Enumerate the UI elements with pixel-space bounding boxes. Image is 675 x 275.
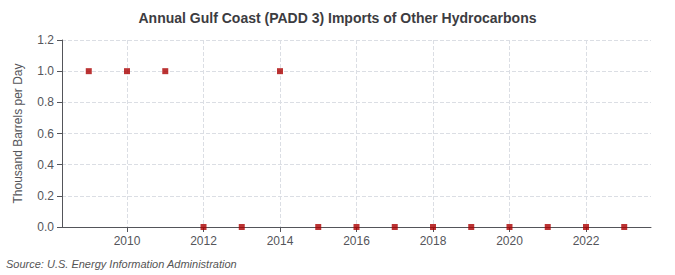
svg-text:2010: 2010 [114, 234, 141, 248]
svg-text:0.2: 0.2 [37, 189, 54, 203]
svg-text:0.6: 0.6 [37, 127, 54, 141]
svg-text:0.0: 0.0 [37, 220, 54, 234]
svg-text:2014: 2014 [267, 234, 294, 248]
svg-text:Source: U.S. Energy Informatio: Source: U.S. Energy Information Administ… [6, 258, 237, 270]
svg-text:0.4: 0.4 [37, 158, 54, 172]
svg-text:1.0: 1.0 [37, 64, 54, 78]
svg-text:2022: 2022 [573, 234, 600, 248]
svg-text:Annual Gulf Coast (PADD 3) Imp: Annual Gulf Coast (PADD 3) Imports of Ot… [139, 10, 537, 26]
svg-text:2016: 2016 [343, 234, 370, 248]
svg-text:2020: 2020 [496, 234, 523, 248]
svg-text:2012: 2012 [190, 234, 217, 248]
svg-text:Thousand Barrels per Day: Thousand Barrels per Day [11, 63, 25, 203]
svg-text:1.2: 1.2 [37, 33, 54, 47]
svg-text:0.8: 0.8 [37, 95, 54, 109]
svg-text:2018: 2018 [420, 234, 447, 248]
